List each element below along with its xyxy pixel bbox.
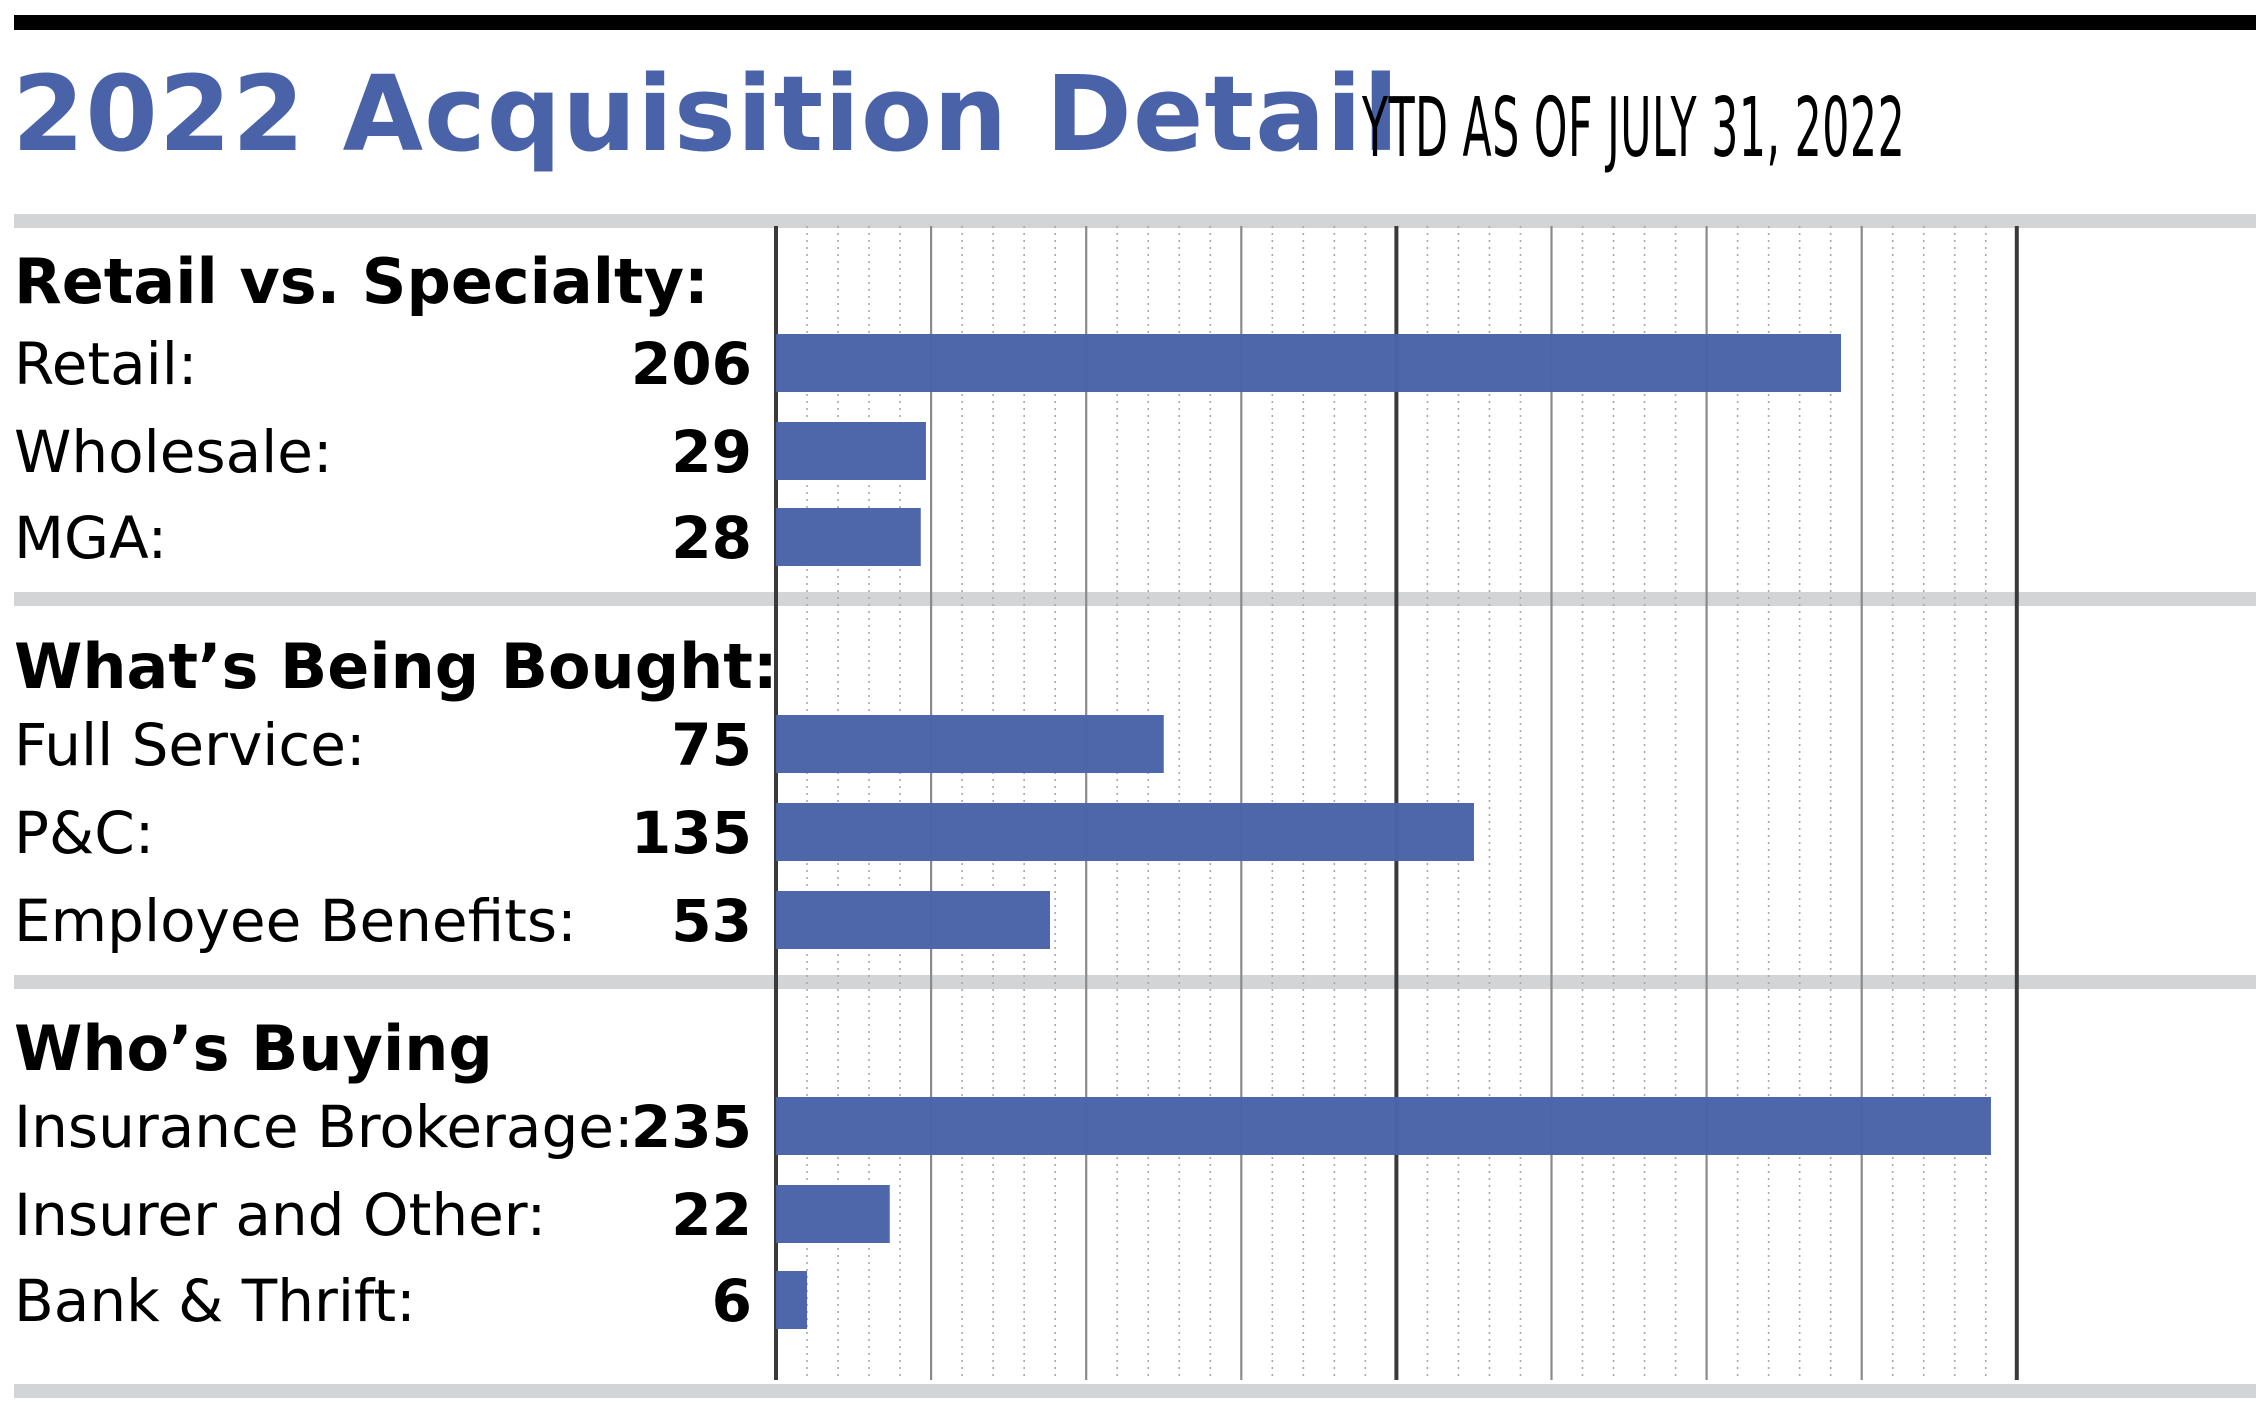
labels: Retail vs. Specialty: Retail: 206 Wholesale… [14,245,778,1335]
row-value: 28 [671,504,752,572]
bar [776,1271,808,1329]
bar [776,803,1474,861]
group-heading: What’s Being Bought: [14,630,778,703]
top-rule [14,15,2256,30]
row-value: 29 [671,418,752,486]
row-label: Insurer and Other: [14,1181,546,1249]
row-value: 22 [671,1181,752,1249]
chart-title: 2022 Acquisition Detail [12,53,1400,175]
separator-band-4 [14,1384,2256,1398]
bar [776,508,921,566]
row-label: Employee Benefits: [14,887,577,955]
row-value: 206 [631,330,752,398]
row-label: Bank & Thrift: [14,1267,416,1335]
row-value: 6 [712,1267,752,1335]
row-label: Insurance Brokerage: [14,1093,633,1161]
row-value: 53 [671,887,752,955]
row-value: 135 [631,799,752,867]
bar [776,891,1051,949]
row-label: Retail: [14,330,197,398]
row-value: 235 [631,1093,752,1161]
separator-bands [14,214,2256,1398]
row-label: P&C: [14,799,154,867]
bar [776,1185,890,1243]
row-label: Wholesale: [14,418,333,486]
separator-band-2 [14,592,2256,606]
group-heading: Who’s Buying [14,1012,493,1085]
bar [776,715,1164,773]
row-value: 75 [671,711,752,779]
group-heading: Retail vs. Specialty: [14,245,709,318]
bar [776,1097,1991,1155]
row-label: Full Service: [14,711,366,779]
bars [776,334,1991,1329]
separator-band-1 [14,214,2256,228]
bar [776,422,926,480]
separator-band-3 [14,975,2256,989]
row-label: MGA: [14,504,167,572]
bar [776,334,1842,392]
chart-subtitle: YTD AS OF JULY 31, 2022 [1362,81,1906,176]
